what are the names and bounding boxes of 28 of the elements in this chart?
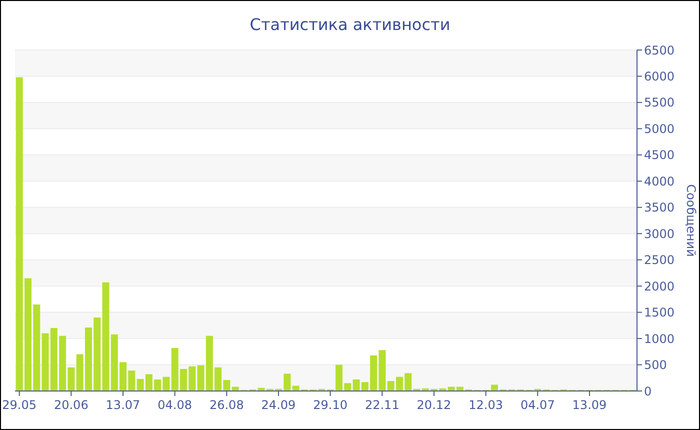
x-tick-label: 13.07 (106, 398, 140, 412)
x-tick-label: 04.07 (520, 398, 555, 412)
y-tick-label: 1000 (644, 332, 675, 346)
y-tick-label: 6500 (644, 43, 675, 58)
y-axis-title: Сообщений (684, 184, 698, 257)
chart-title: Статистика активности (248, 15, 452, 34)
y-tick-label: 1500 (644, 306, 675, 320)
y-tick-label: 5000 (644, 122, 675, 136)
y-tick-label: 2000 (644, 279, 675, 294)
y-tick-label: 500 (644, 358, 667, 372)
x-tick-label: 20.06 (54, 398, 88, 412)
x-tick-label: 29.10 (313, 398, 348, 412)
y-tick-label: 3000 (644, 226, 675, 241)
y-tick-label: 4000 (644, 174, 675, 188)
y-tick-label: 3500 (644, 200, 675, 215)
y-tick-label: 6000 (644, 69, 675, 84)
x-tick-label: 12.03 (468, 398, 503, 412)
x-tick-label: 26.08 (209, 398, 244, 412)
x-tick-label: 24.09 (261, 398, 296, 412)
y-tick-label: 4500 (644, 148, 675, 162)
y-tick-label: 2500 (644, 253, 675, 268)
x-tick-label: 13.09 (572, 398, 607, 412)
x-tick-label: 04.08 (158, 398, 192, 412)
y-tick-label: 5500 (644, 96, 675, 110)
y-tick-label: 0 (644, 384, 652, 398)
x-tick-label: 29.05 (2, 398, 36, 412)
x-tick-label: 22.11 (364, 398, 400, 412)
x-tick-label: 20.12 (416, 398, 452, 412)
